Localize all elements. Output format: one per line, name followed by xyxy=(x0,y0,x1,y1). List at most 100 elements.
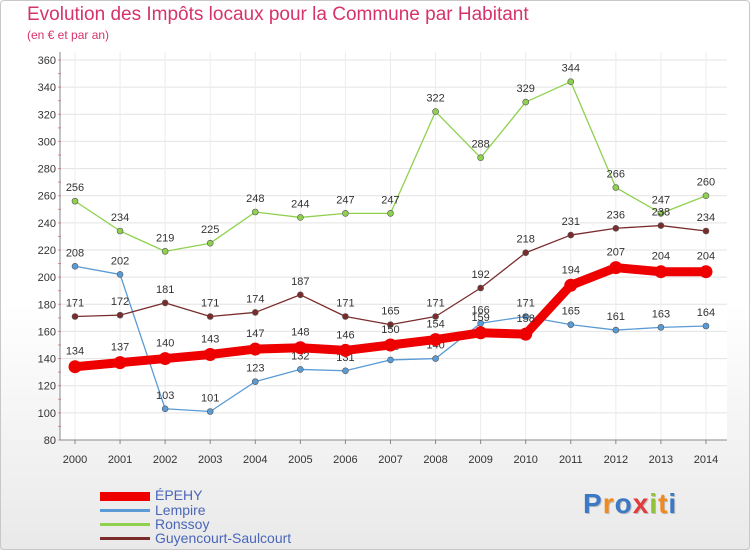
data-point-guyencourt-saulcourt xyxy=(206,313,214,320)
data-label-ronssoy: 219 xyxy=(156,232,174,244)
data-point-ronssoy xyxy=(116,227,124,235)
data-point-ronssoy xyxy=(477,154,484,162)
proxiti-logo: Proxiti xyxy=(583,488,677,520)
data-label--pehy: 140 xyxy=(156,338,174,350)
x-tick-label: 2005 xyxy=(288,454,312,466)
data-point-guyencourt-saulcourt xyxy=(522,249,530,257)
x-tick-label: 2008 xyxy=(423,454,447,466)
data-label-lempire: 103 xyxy=(156,390,174,402)
data-point-guyencourt-saulcourt xyxy=(657,222,665,229)
data-point-ronssoy xyxy=(71,197,79,205)
y-tick-label: 240 xyxy=(38,218,56,230)
x-tick-label: 2001 xyxy=(108,454,132,466)
data-label-lempire: 202 xyxy=(111,255,129,267)
x-tick-label: 2012 xyxy=(604,454,628,466)
legend-label-ronssoy: Ronssoy xyxy=(155,516,210,532)
data-label-lempire: 101 xyxy=(201,393,219,405)
data-point--pehy xyxy=(68,360,82,374)
data-point-guyencourt-saulcourt xyxy=(116,311,124,319)
data-label-lempire: 163 xyxy=(652,308,670,320)
data-label--pehy: 204 xyxy=(697,251,715,263)
data-label-guyencourt-saulcourt: 231 xyxy=(562,216,580,228)
data-point--pehy xyxy=(338,343,352,357)
data-label-guyencourt-saulcourt: 171 xyxy=(426,298,444,310)
y-tick-label: 220 xyxy=(38,245,56,257)
data-label-guyencourt-saulcourt: 234 xyxy=(697,212,715,224)
data-point-lempire xyxy=(702,322,710,330)
data-label-guyencourt-saulcourt: 187 xyxy=(291,276,309,288)
x-tick-label: 2013 xyxy=(649,454,673,466)
data-label--pehy: 134 xyxy=(66,346,84,358)
x-tick-label: 2002 xyxy=(153,454,177,466)
logo-letter: o xyxy=(614,488,633,519)
data-label-guyencourt-saulcourt: 172 xyxy=(111,296,129,308)
data-point-lempire xyxy=(567,321,575,328)
data-point-ronssoy xyxy=(297,214,304,221)
data-label-lempire: 161 xyxy=(607,311,625,323)
y-tick-label: 320 xyxy=(38,109,56,121)
x-tick-label: 2006 xyxy=(333,454,357,466)
data-label-ronssoy: 344 xyxy=(562,63,580,75)
data-point-lempire xyxy=(161,405,169,413)
data-label-lempire: 132 xyxy=(291,350,309,362)
data-label--pehy: 147 xyxy=(246,328,264,340)
data-point-guyencourt-saulcourt xyxy=(477,284,484,292)
data-label-guyencourt-saulcourt: 236 xyxy=(607,209,625,221)
data-point-ronssoy xyxy=(612,184,620,191)
data-label--pehy: 150 xyxy=(381,324,399,336)
data-point-guyencourt-saulcourt xyxy=(297,291,304,299)
data-point--pehy xyxy=(429,333,443,347)
logo-letter: P xyxy=(583,488,603,519)
data-point-lempire xyxy=(387,356,394,364)
x-tick-label: 2009 xyxy=(468,454,492,466)
data-label-guyencourt-saulcourt: 174 xyxy=(246,293,264,305)
data-label-lempire: 208 xyxy=(66,247,84,259)
legend-label-epehy: ÉPEHY xyxy=(155,487,203,503)
data-label-guyencourt-saulcourt: 192 xyxy=(471,269,489,281)
data-label--pehy: 143 xyxy=(201,334,219,346)
data-point-guyencourt-saulcourt xyxy=(342,313,349,320)
y-tick-label: 120 xyxy=(38,381,56,393)
data-label-ronssoy: 260 xyxy=(697,177,715,189)
data-point-guyencourt-saulcourt xyxy=(71,313,79,320)
data-label-guyencourt-saulcourt: 238 xyxy=(652,207,670,219)
x-tick-label: 2007 xyxy=(378,454,402,466)
data-label-ronssoy: 248 xyxy=(246,193,264,205)
data-label-guyencourt-saulcourt: 171 xyxy=(66,298,84,310)
y-tick-label: 160 xyxy=(38,326,56,338)
data-point-lempire xyxy=(297,366,304,373)
data-label-ronssoy: 256 xyxy=(66,182,84,194)
logo-letter: i xyxy=(649,488,659,519)
data-label-ronssoy: 266 xyxy=(607,169,625,181)
data-point-ronssoy xyxy=(657,210,665,217)
data-label--pehy: 158 xyxy=(517,313,535,325)
y-tick-label: 340 xyxy=(38,82,56,94)
data-point--pehy xyxy=(113,356,127,370)
data-point-guyencourt-saulcourt xyxy=(387,321,394,328)
data-label-ronssoy: 322 xyxy=(426,93,444,105)
data-point--pehy xyxy=(519,327,533,341)
data-label-lempire: 171 xyxy=(517,298,535,310)
legend-swatch-lempire xyxy=(100,509,150,512)
data-point-lempire xyxy=(522,313,530,320)
data-label-ronssoy: 247 xyxy=(381,194,399,206)
x-tick-label: 2010 xyxy=(513,454,537,466)
y-tick-label: 80 xyxy=(44,435,56,447)
logo-letter: t xyxy=(658,488,669,519)
chart-title: Evolution des Impôts locaux pour la Comm… xyxy=(27,4,529,25)
legend-swatch-epehy xyxy=(100,491,150,501)
data-point-ronssoy xyxy=(567,78,575,86)
data-label-ronssoy: 329 xyxy=(517,83,535,95)
data-label-ronssoy: 247 xyxy=(336,194,354,206)
data-label--pehy: 159 xyxy=(471,312,489,324)
data-point-ronssoy xyxy=(387,210,394,217)
x-tick-label: 2014 xyxy=(694,454,718,466)
y-tick-label: 260 xyxy=(38,191,56,203)
data-point-ronssoy xyxy=(161,248,169,255)
data-label-ronssoy: 234 xyxy=(111,212,129,224)
data-label-lempire: 166 xyxy=(471,304,489,316)
y-tick-label: 280 xyxy=(38,164,56,176)
data-label-ronssoy: 247 xyxy=(652,194,670,206)
data-label-ronssoy: 288 xyxy=(471,139,489,151)
